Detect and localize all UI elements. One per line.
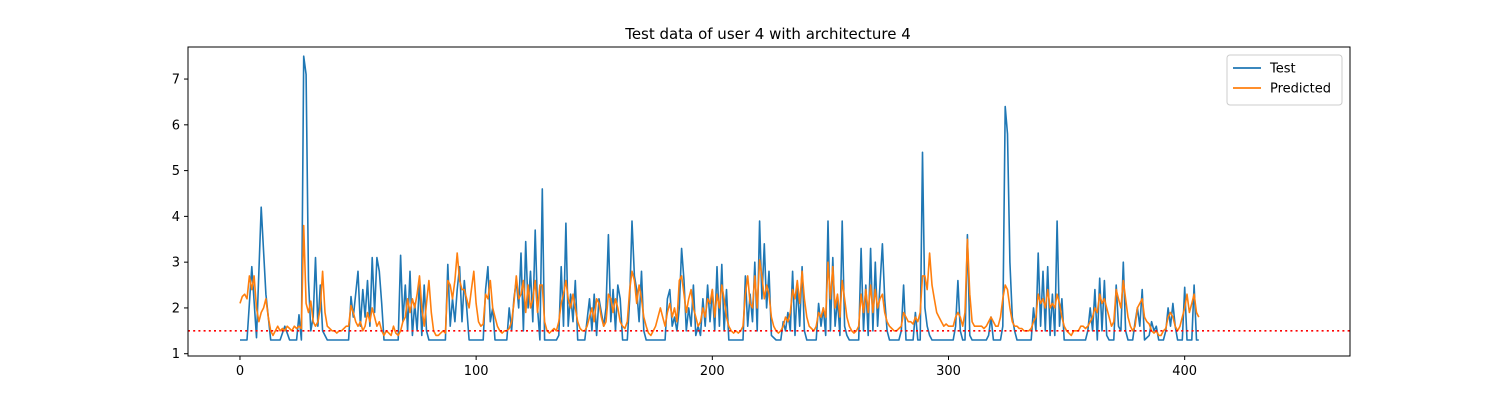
x-tick-label: 300 (936, 364, 961, 379)
plot-frame (187, 46, 1351, 357)
legend-label-predicted: Predicted (1270, 82, 1331, 97)
chart-title: Test data of user 4 with architecture 4 (624, 25, 911, 43)
y-tick-label: 6 (172, 118, 180, 133)
x-tick-label: 100 (464, 364, 489, 379)
x-tick-label: 400 (1172, 364, 1197, 379)
y-tick-label: 3 (172, 256, 180, 271)
legend-label-test: Test (1269, 62, 1296, 77)
y-tick-label: 4 (172, 210, 180, 225)
series-line-predicted (239, 224, 1200, 337)
y-tick-label: 5 (172, 164, 180, 179)
x-tick-label: 200 (700, 364, 725, 379)
y-tick-label: 1 (172, 347, 180, 362)
series-line-test (240, 55, 1199, 341)
y-tick-label: 2 (172, 301, 180, 316)
y-tick-label: 7 (172, 73, 180, 88)
x-tick-label: 0 (236, 364, 244, 379)
